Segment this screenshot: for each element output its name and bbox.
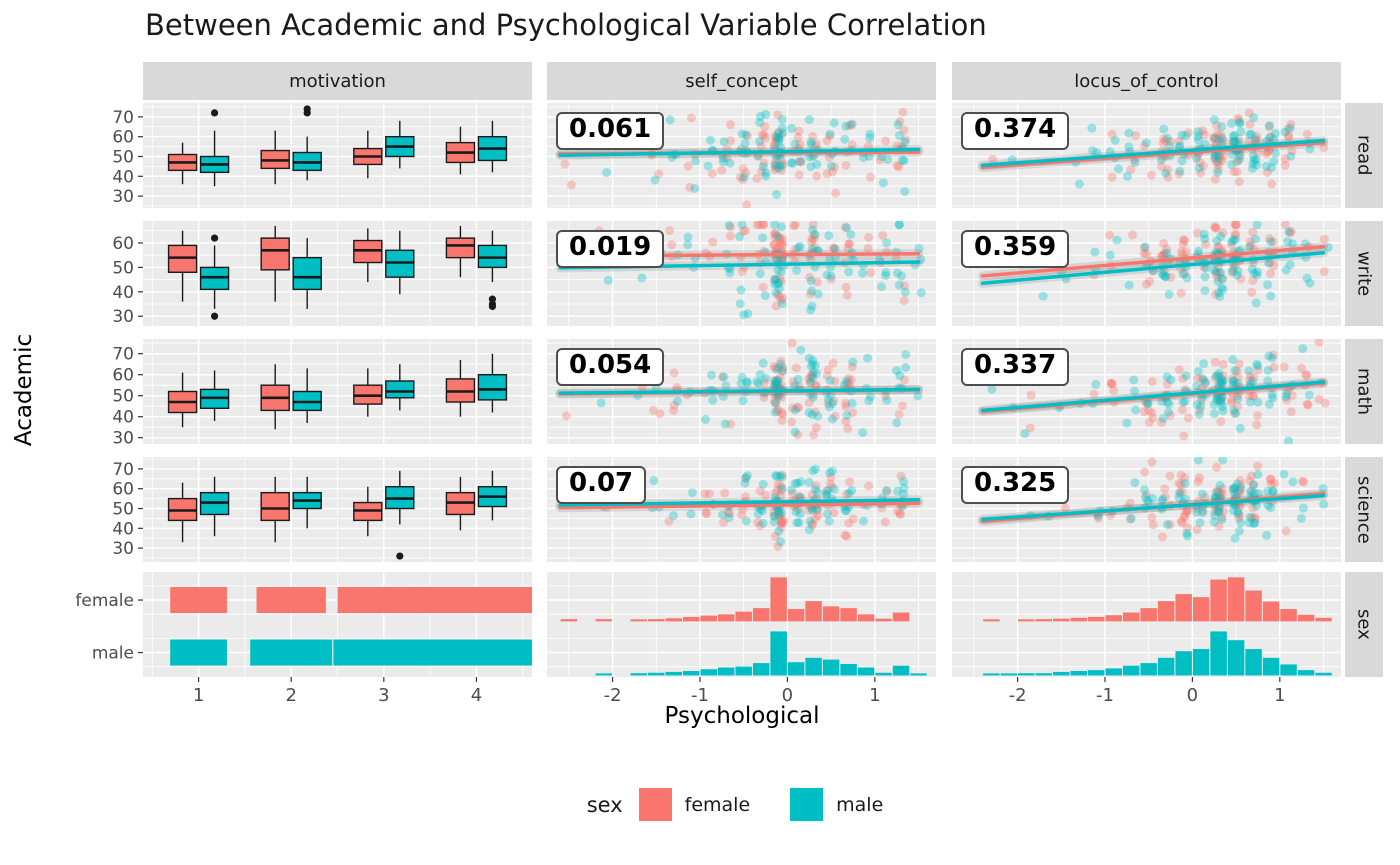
svg-text:40: 40 <box>112 167 134 187</box>
legend-label-male: male <box>836 793 884 816</box>
svg-text:70: 70 <box>112 460 134 480</box>
panel-read-self_concept <box>547 103 936 208</box>
panel-sex-locus_of_control <box>952 572 1341 677</box>
facet-strip-locus-of-control: locus_of_control <box>952 62 1341 100</box>
facet-strip-row-math: math <box>1345 339 1383 444</box>
panel-math-motivation <box>143 339 532 444</box>
correlation-label-read-locus: 0.374 <box>961 112 1070 150</box>
svg-text:-1: -1 <box>691 685 709 706</box>
svg-text:1: 1 <box>1274 685 1285 706</box>
correlation-label-write-locus: 0.359 <box>961 230 1070 268</box>
legend: sex female male <box>0 788 1400 821</box>
svg-text:40: 40 <box>112 408 134 428</box>
svg-text:50: 50 <box>112 500 134 520</box>
legend-item-male: male <box>790 788 883 821</box>
facet-strip-row-read: read <box>1345 103 1383 208</box>
facet-strip-label: self_concept <box>685 70 798 92</box>
svg-text:2: 2 <box>285 685 296 706</box>
legend-title: sex <box>586 792 623 817</box>
legend-label-female: female <box>684 793 751 816</box>
facet-strip-label: science <box>1353 475 1375 544</box>
panel-science-self_concept <box>547 457 936 562</box>
svg-text:30: 30 <box>112 307 134 327</box>
correlation-label-science-locus: 0.325 <box>961 466 1070 504</box>
svg-text:30: 30 <box>112 539 134 559</box>
correlation-label-science-self-concept: 0.07 <box>556 466 647 504</box>
svg-text:50: 50 <box>112 387 134 407</box>
chart-title: Between Academic and Psychological Varia… <box>145 8 987 42</box>
facet-strip-self-concept: self_concept <box>547 62 936 100</box>
facet-strip-label: read <box>1353 135 1375 176</box>
facet-strip-motivation: motivation <box>143 62 532 100</box>
correlation-label-math-self-concept: 0.054 <box>556 348 665 386</box>
panel-read-motivation <box>143 103 532 208</box>
svg-text:4: 4 <box>471 685 482 706</box>
svg-text:1: 1 <box>869 685 880 706</box>
svg-text:female: female <box>75 591 134 611</box>
svg-text:70: 70 <box>112 108 134 128</box>
correlation-label-write-self-concept: 0.019 <box>556 230 665 268</box>
panel-read-locus_of_control <box>952 103 1341 208</box>
legend-swatch-male <box>790 788 824 821</box>
svg-text:60: 60 <box>112 366 134 386</box>
facet-strip-row-write: write <box>1345 221 1383 326</box>
svg-text:50: 50 <box>112 258 134 278</box>
panel-science-motivation <box>143 457 532 562</box>
legend-item-female: female <box>638 788 751 821</box>
facet-strip-label: sex <box>1353 609 1375 640</box>
svg-text:-2: -2 <box>1009 685 1027 706</box>
svg-text:-1: -1 <box>1096 685 1114 706</box>
svg-text:0: 0 <box>782 685 793 706</box>
panel-sex-motivation <box>143 572 532 677</box>
axis-ticks: 30405060703040506030405060703040506070fe… <box>75 108 1285 706</box>
svg-text:0: 0 <box>1187 685 1198 706</box>
svg-text:70: 70 <box>112 345 134 365</box>
svg-text:male: male <box>92 644 134 664</box>
svg-text:30: 30 <box>112 187 134 207</box>
facet-strip-label: write <box>1353 250 1375 297</box>
facet-strip-row-sex: sex <box>1345 572 1383 677</box>
correlation-label-math-locus: 0.337 <box>961 348 1070 386</box>
facet-strip-label: math <box>1353 367 1375 416</box>
svg-text:40: 40 <box>112 283 134 303</box>
svg-text:-2: -2 <box>604 685 622 706</box>
svg-text:3: 3 <box>378 685 389 706</box>
svg-text:50: 50 <box>112 147 134 167</box>
plot-canvas: 30405060703040506030405060703040506070fe… <box>75 103 1341 706</box>
svg-text:60: 60 <box>112 128 134 148</box>
panel-math-self_concept <box>547 339 936 444</box>
svg-text:30: 30 <box>112 429 134 449</box>
x-axis-title: Psychological <box>664 703 820 729</box>
panel-sex-self_concept <box>547 572 936 677</box>
facet-strip-row-science: science <box>1345 457 1383 562</box>
legend-swatch-female <box>638 788 672 821</box>
facet-strip-label: motivation <box>289 70 386 92</box>
svg-text:40: 40 <box>112 519 134 539</box>
panel-write-motivation <box>143 221 532 326</box>
svg-text:1: 1 <box>193 685 204 706</box>
svg-text:60: 60 <box>112 234 134 254</box>
correlation-label-read-self-concept: 0.061 <box>556 112 665 150</box>
svg-text:60: 60 <box>112 480 134 500</box>
facet-strip-label: locus_of_control <box>1074 70 1219 92</box>
